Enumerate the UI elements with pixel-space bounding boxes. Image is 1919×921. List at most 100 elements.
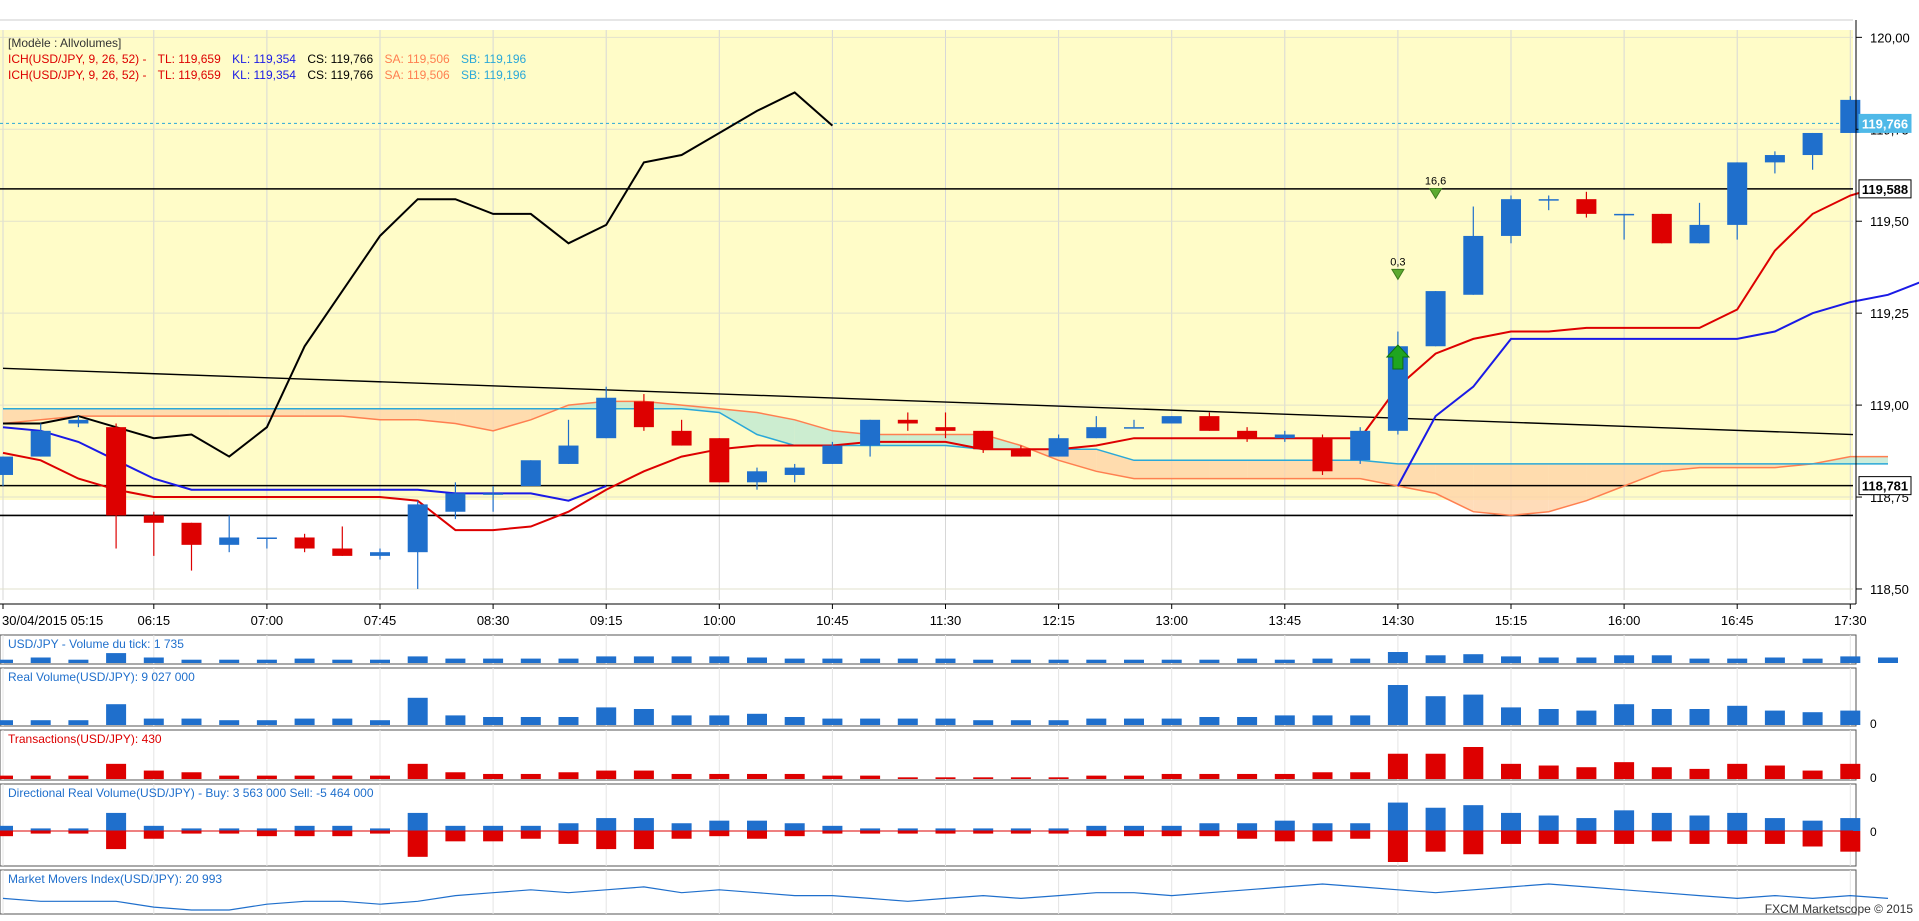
price-panel: 0,316,6 120,00119,75119,50119,25119,0011…: [0, 19, 1919, 628]
volume-bar: [68, 720, 89, 725]
time-tick-label: 14:30: [1382, 613, 1415, 628]
sell-volume-bar: [1010, 831, 1031, 834]
cloud-segment: [191, 408, 230, 417]
volume-bar: [1764, 765, 1785, 779]
candle: [0, 456, 13, 486]
candle: [1350, 427, 1371, 464]
cloud-segment: [1624, 463, 1662, 486]
volume-bar: [1764, 710, 1785, 725]
buy-volume-bar: [671, 823, 692, 831]
volume-bar: [1010, 777, 1031, 779]
buy-volume-bar: [30, 828, 51, 831]
volume-bar: [1199, 659, 1220, 663]
volume-bar: [1576, 710, 1597, 725]
volume-bar: [181, 659, 202, 663]
time-axis: 30/04/2015 05:15 06:15 07:00 07:45 08:30 09:1…: [0, 603, 1867, 628]
volume-bar: [1048, 777, 1069, 779]
candle-body: [106, 427, 127, 516]
sell-volume-bar: [1086, 831, 1107, 837]
time-tick-label: 07:45: [364, 613, 397, 628]
candle-body: [558, 445, 579, 464]
volume-bar: [897, 718, 918, 725]
volume-bar: [822, 658, 843, 663]
candle-body: [897, 419, 918, 424]
volume-bar: [1614, 655, 1635, 663]
volume-bar: [520, 658, 541, 663]
sell-volume-bar: [1048, 831, 1069, 834]
tenkan-sen-line: [2, 183, 1889, 532]
time-tick-label: 06:15: [138, 613, 171, 628]
volume-bar: [596, 770, 617, 779]
cloud-segment: [1134, 460, 1172, 479]
volume-bar: [181, 718, 202, 725]
volume-bar: [30, 657, 51, 663]
candle: [1802, 132, 1823, 170]
volume-bar: [1727, 705, 1748, 725]
indicator-panels: USD/JPY - Volume du tick: 1 735 0 Real Vol…: [0, 634, 1898, 915]
candle: [106, 423, 127, 549]
sell-volume-bar: [935, 831, 956, 834]
candle: [1538, 195, 1559, 211]
volume-bar: [1802, 658, 1823, 663]
volume-bar: [973, 777, 994, 779]
candle-body: [520, 460, 541, 486]
candle-body: [68, 419, 89, 424]
volume-bar: [445, 772, 466, 779]
legend-series-label: ICH(USD/JPY, 9, 26, 52) -: [8, 68, 147, 82]
candle: [1312, 434, 1333, 475]
candle: [747, 467, 767, 490]
cloud-segment: [1171, 460, 1210, 479]
chart-annotations: 0,3 16,6: [1385, 175, 1446, 370]
candle-body: [1010, 449, 1031, 457]
candle-body: [1199, 416, 1220, 431]
volume-bar: [256, 720, 277, 725]
buy-volume-bar: [822, 825, 843, 831]
buy-volume-bar: [1048, 828, 1069, 831]
volume-bar: [1840, 763, 1861, 779]
volume-bar: [1237, 658, 1258, 663]
volume-bar: [709, 773, 730, 779]
volume-bar: [1048, 659, 1069, 663]
time-tick-label: 08:30: [477, 613, 510, 628]
candle-body: [1048, 438, 1069, 457]
candle-body: [332, 548, 353, 556]
volume-bar: [897, 658, 918, 663]
volume-bar: [1689, 709, 1710, 725]
volume-bar: [1010, 720, 1031, 725]
buy-volume-bar: [1576, 818, 1597, 831]
buy-volume-bar: [747, 820, 767, 831]
price-level-tag: [1858, 476, 1912, 496]
volume-bar: [1651, 655, 1672, 663]
legend-sa: SA: 119,506: [385, 52, 450, 66]
buy-volume-bar: [181, 828, 202, 831]
volume-bar: [219, 775, 240, 779]
sell-volume-bar: [1501, 831, 1521, 844]
volume-bar: [294, 775, 315, 779]
volume-bar: [860, 775, 881, 779]
candle-body: [181, 522, 202, 545]
volume-bar: [219, 659, 240, 663]
buy-volume-bar: [1124, 825, 1144, 831]
volume-bar: [1538, 765, 1559, 779]
volume-bar: [897, 777, 918, 779]
sell-volume-bar: [143, 831, 164, 839]
buy-volume-bar: [1538, 815, 1559, 831]
buy-volume-bar: [935, 828, 956, 831]
sell-volume-bar: [1840, 831, 1861, 852]
buy-volume-bar: [1199, 823, 1220, 831]
volume-bar: [633, 770, 654, 779]
candle: [143, 511, 164, 556]
sell-volume-bar: [0, 831, 13, 837]
buy-volume-bar: [1651, 812, 1672, 831]
candle-body: [1764, 155, 1785, 163]
candle: [897, 412, 918, 431]
horizontal-lines: [0, 122, 1854, 517]
candle: [1124, 419, 1144, 429]
buy-volume-bar: [1689, 815, 1710, 831]
candle: [1840, 96, 1861, 133]
cloud-segment: [493, 408, 531, 431]
copyright-text: FXCM Marketscope © 2015: [1765, 902, 1914, 916]
cloud-segment: [40, 408, 79, 420]
